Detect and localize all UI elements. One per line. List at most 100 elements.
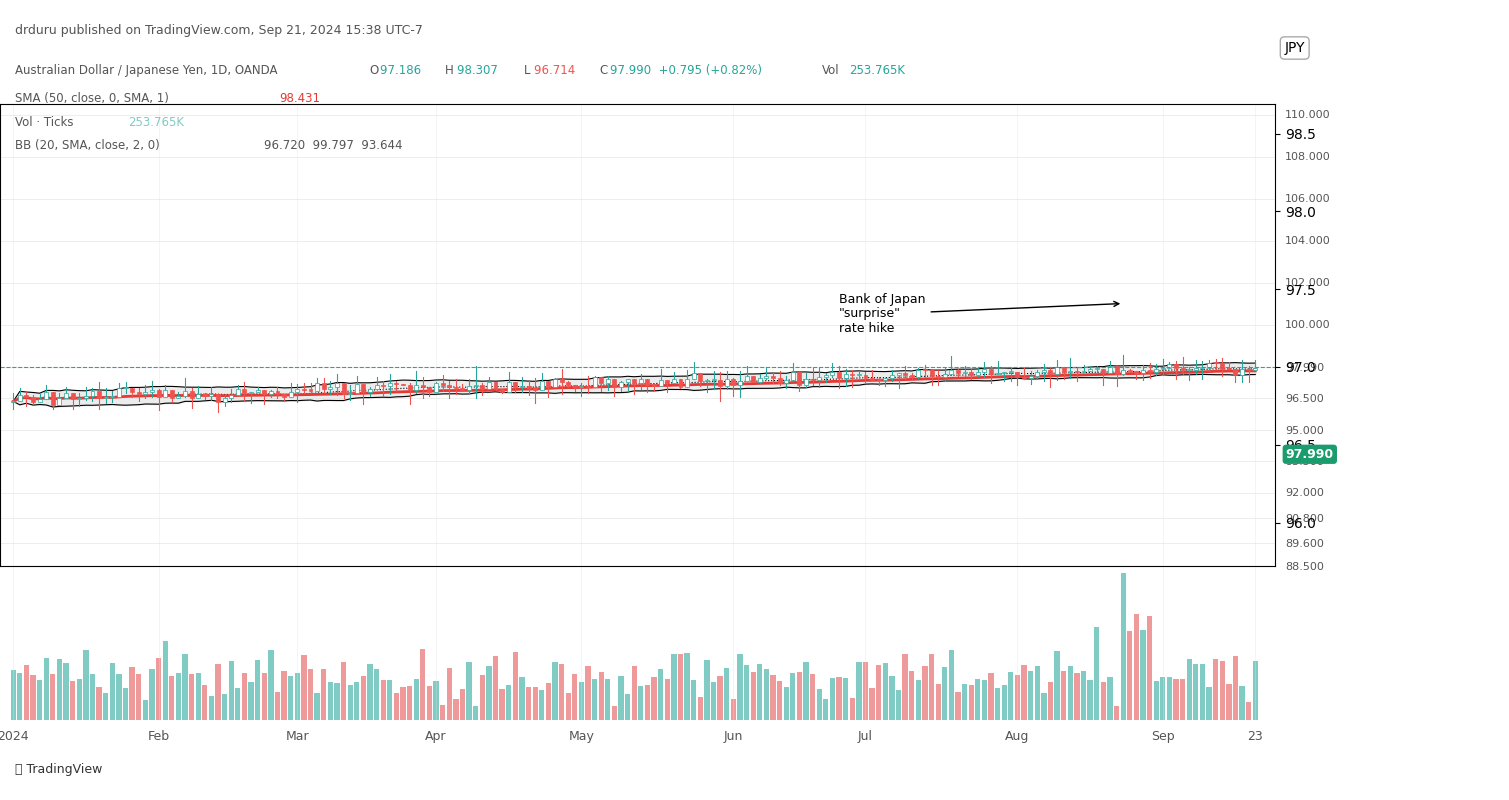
Bar [957,370,960,373]
Bar [368,389,371,392]
Bar [85,397,88,398]
Text: 97.186: 97.186 [380,64,429,77]
Bar [367,663,373,720]
Bar [638,379,643,383]
Bar [314,693,320,720]
Bar [730,699,736,720]
Bar [124,387,128,388]
Bar [916,370,920,377]
Bar [210,394,213,396]
Bar [472,706,478,720]
Bar [137,392,140,394]
Bar [63,663,69,720]
Bar [454,386,457,387]
Bar [255,660,261,720]
Bar [335,683,340,720]
Bar [24,666,29,720]
Bar [38,680,42,720]
Bar [527,687,531,720]
Bar [969,685,973,720]
Bar [1022,377,1026,378]
Bar [275,692,281,720]
Bar [302,654,306,720]
Text: C: C [599,64,607,77]
Bar [235,390,240,394]
Bar [163,390,167,398]
Bar [97,687,101,720]
Bar [1016,372,1020,377]
Bar [374,386,379,389]
Bar [605,679,611,720]
Bar [415,386,418,390]
Bar [321,383,326,389]
Bar [1233,655,1237,720]
Bar [216,664,220,720]
Bar [1035,372,1040,375]
Bar [1174,364,1179,368]
Bar [189,674,195,720]
Bar [539,690,545,720]
Bar [1213,362,1218,363]
Bar [863,375,868,378]
Bar [566,382,570,385]
Bar [955,692,961,720]
Bar [190,391,193,398]
Bar [797,372,801,385]
Bar [1055,367,1059,374]
Bar [877,666,881,720]
Text: drduru published on TradingView.com, Sep 21, 2024 15:38 UTC-7: drduru published on TradingView.com, Sep… [15,24,423,37]
Bar [269,390,273,394]
Text: 253.765K: 253.765K [128,116,184,129]
Bar [122,688,128,720]
Bar [1201,366,1204,368]
Bar [678,654,684,720]
Bar [110,663,115,720]
Bar [685,653,690,720]
Bar [420,649,426,720]
Bar [1088,369,1093,370]
Bar [302,389,306,390]
Bar [1088,680,1093,720]
Bar [877,378,881,380]
Bar [844,678,848,720]
Bar [579,386,584,387]
Bar [486,666,492,720]
Bar [552,379,557,386]
Bar [1082,370,1085,372]
Bar [592,679,598,720]
Bar [183,654,187,720]
Bar [261,673,267,720]
Bar [1002,372,1007,373]
Bar [777,378,782,383]
Bar [171,390,174,398]
Bar [1219,661,1225,720]
Bar [1002,686,1007,720]
Bar [1100,682,1106,720]
Bar [355,384,359,393]
Bar [149,669,154,720]
Bar [1180,679,1185,720]
Bar [724,378,729,386]
Bar [699,373,702,381]
Bar [347,685,353,720]
Bar [902,654,908,720]
Bar [1102,369,1105,374]
Bar [836,677,842,720]
Bar [712,379,715,381]
Bar [1194,368,1198,370]
Bar [175,674,181,720]
Bar [572,674,578,720]
Bar [1154,369,1159,372]
Bar [963,372,967,373]
Bar [869,688,875,720]
Bar [1246,702,1251,720]
Bar [1141,370,1145,373]
Bar [988,369,993,374]
Bar [1047,682,1053,720]
Bar [1200,664,1206,720]
Bar [988,673,993,720]
Bar [599,377,604,382]
Bar [361,676,367,720]
Bar [585,666,590,720]
Bar [143,700,148,720]
